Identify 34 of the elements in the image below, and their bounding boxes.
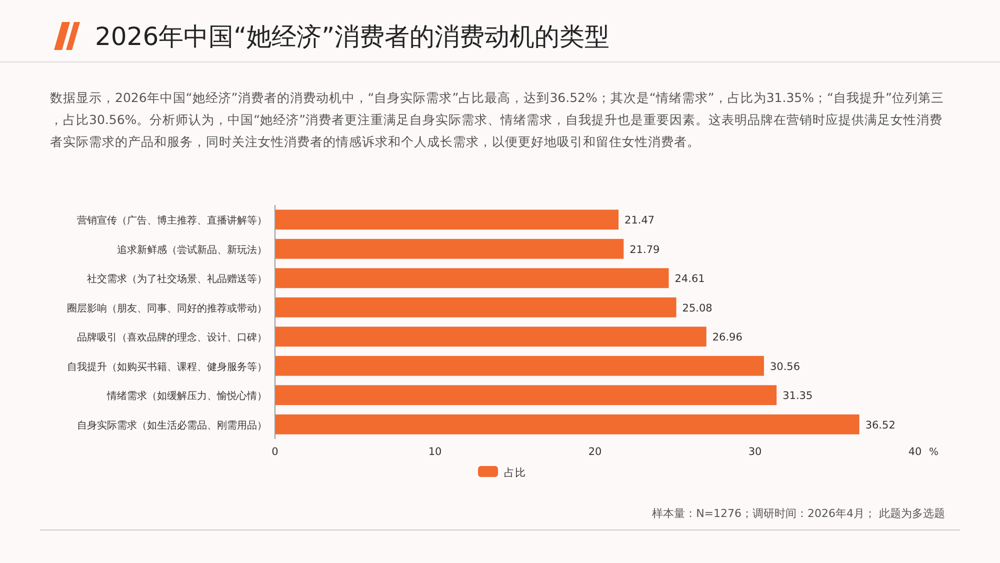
bar: [275, 210, 619, 230]
y-tick-label: 社交需求（为了社交场景、礼品赠送等）: [87, 273, 267, 286]
data-label: 26.96: [712, 332, 743, 344]
bar: [275, 414, 860, 434]
bar: [275, 356, 764, 376]
data-label: 31.35: [782, 390, 813, 402]
data-label: 30.56: [770, 360, 800, 373]
x-tick-label: 40: [908, 446, 922, 458]
y-tick-label: 营销宣传（广告、博主推荐、直播讲解等）: [77, 214, 267, 227]
x-tick-label: 0: [272, 446, 278, 458]
data-label: 24.61: [674, 273, 705, 286]
y-tick-label: 圈层影响（朋友、同事、同好的推荐或带动）: [67, 302, 267, 314]
text: 样本量：N=1276；调研时间：2026年4月； 此题为多选题: [652, 507, 945, 520]
x-tick-label: 20: [588, 446, 602, 458]
data-label: 25.08: [682, 302, 712, 314]
y-tick-label: 品牌吸引（喜欢品牌的理念、设计、口碑）: [77, 332, 267, 344]
bar: [275, 268, 669, 288]
data-label: 21.79: [630, 244, 660, 256]
chart-title: 2026年中国“她经济”消费者的消费动机的类型: [95, 22, 610, 51]
x-axis-title: %: [929, 447, 939, 458]
y-tick-label: 自身实际需求（如生活必需品、刚需用品）: [77, 419, 267, 432]
y-tick-label: 追求新鲜感（尝试新品、新玩法）: [117, 244, 267, 256]
legend-label: 占比: [504, 466, 526, 479]
bar: [275, 385, 777, 406]
x-tick-label: 30: [748, 446, 762, 458]
bar: [275, 326, 706, 347]
bar: [275, 238, 624, 259]
data-label: 21.47: [624, 214, 655, 227]
bar: [275, 297, 676, 318]
x-tick-label: 10: [428, 446, 442, 458]
y-tick-label: 自我提升（如购买书籍、课程、健身服务等）: [67, 360, 267, 373]
data-label: 36.52: [865, 419, 896, 432]
y-tick-label: 情绪需求（如缓解压力、愉悦心情）: [106, 390, 267, 402]
chart-subtitle: 数据显示，2026年中国“她经济”消费者的消费动机中，“自身实际需求”占比最高，达到36.52%；其次是“情绪需求”，占比为31.35%；“自我提升”位列第三，占比30.56%。分析师认为，中国“她经济”消费者更注重满足自身实际需求、情绪需求，自我提升也是重要因素。这表明品牌在营销时应提供满足女性消费者实际需求的产品和服务，同时关注女性消费者的情感诉求和个人成长需求，以便更好地吸引和留住女性消费者。: [50, 90, 944, 149]
